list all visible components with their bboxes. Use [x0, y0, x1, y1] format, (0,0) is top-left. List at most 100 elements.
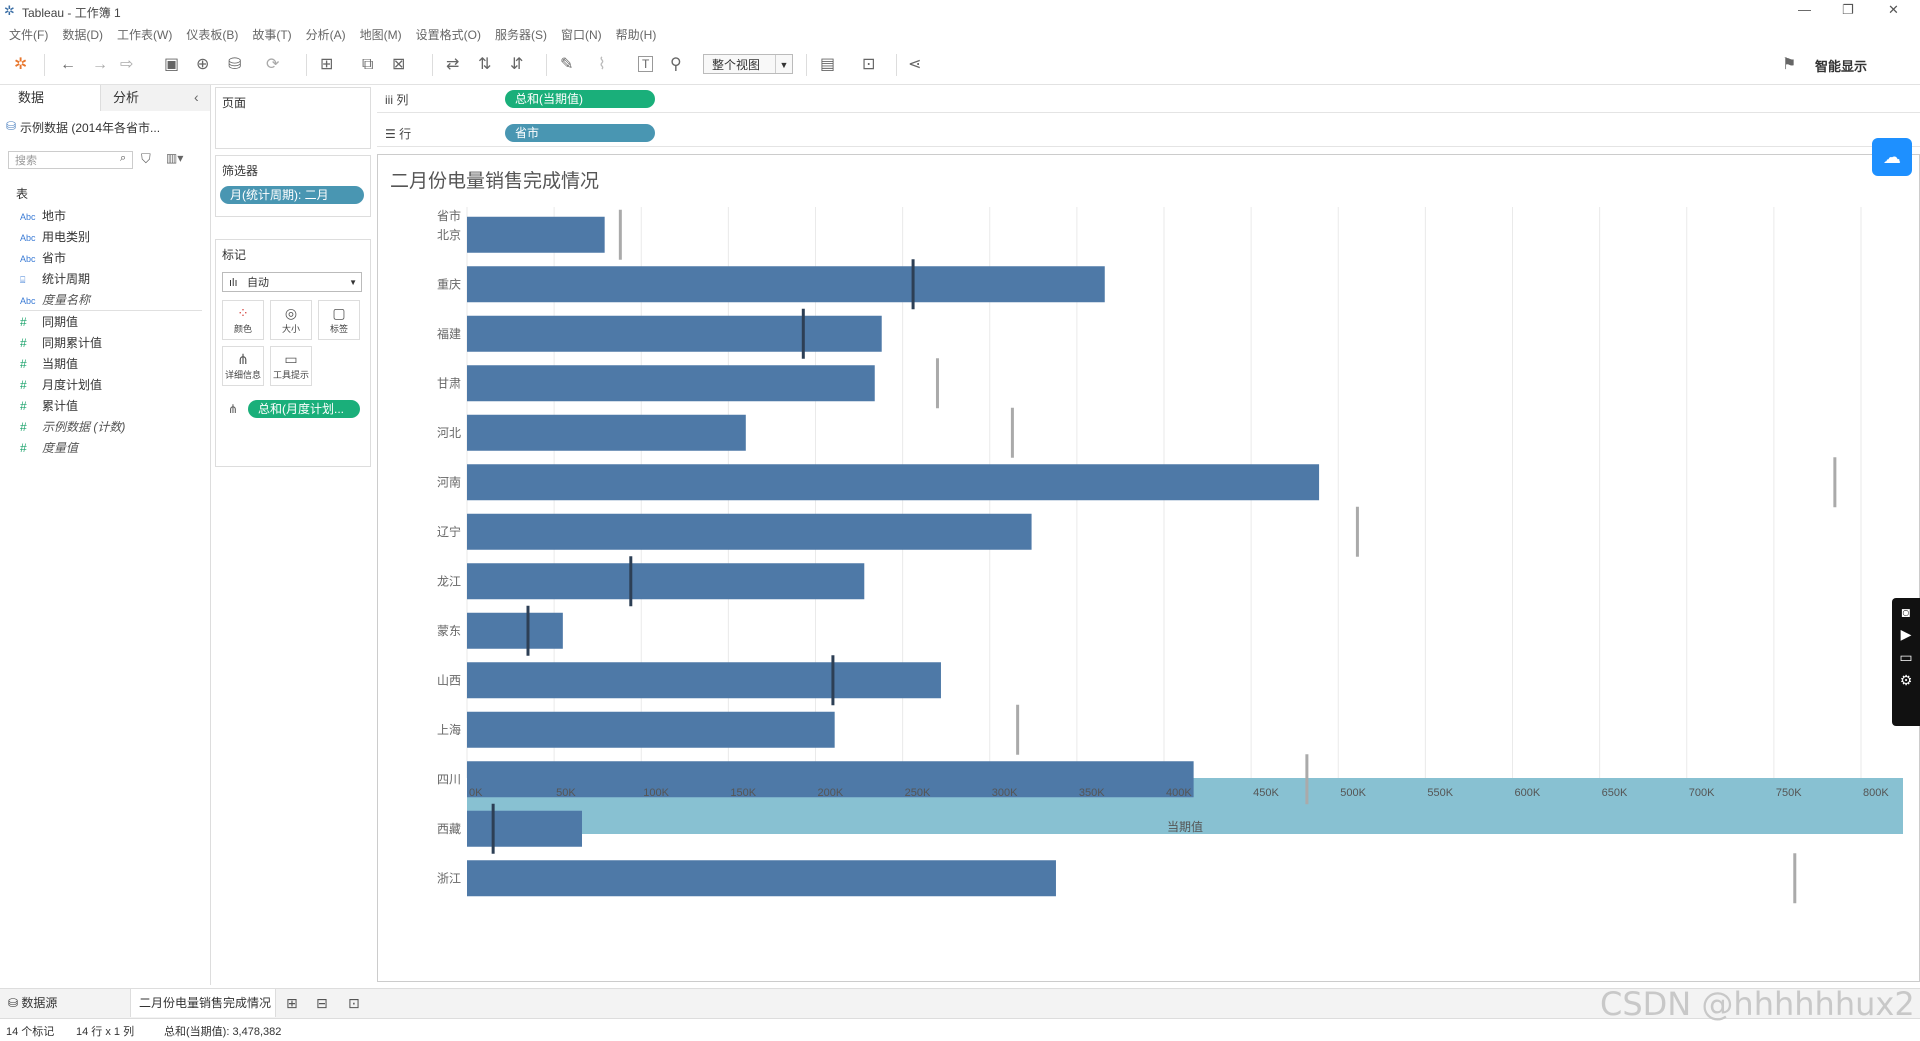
field-current-value[interactable]: # 当期值	[20, 357, 79, 371]
search-input[interactable]: 搜索	[8, 151, 133, 169]
menu-story[interactable]: 故事(T)	[252, 28, 292, 42]
detail-pill-monthly-plan[interactable]: 总和(月度计划...	[248, 400, 360, 418]
highlight-icon[interactable]: ✎	[560, 56, 574, 73]
duplicate-icon[interactable]: ⧉	[362, 56, 374, 73]
field-prev-period[interactable]: # 同期值	[20, 315, 79, 329]
string-type-icon: Abc	[20, 233, 36, 243]
view-options-icon[interactable]: ▥▾	[166, 151, 184, 165]
menu-worksheet[interactable]: 工作表(W)	[117, 28, 173, 42]
share-icon[interactable]: ⋖	[908, 56, 922, 73]
sort-asc-icon[interactable]: ⇅	[478, 56, 492, 73]
detail-button[interactable]: ⋔ 详细信息	[222, 346, 264, 386]
detail-icon: ⋔	[237, 351, 249, 367]
field-period[interactable]: ⌸ 统计周期	[20, 272, 91, 286]
smart-show-button[interactable]: 智能显示	[1815, 59, 1868, 74]
new-datasource-icon[interactable]: ⊕	[196, 56, 210, 73]
pin-icon[interactable]: ⚲	[670, 56, 682, 73]
sort-desc-icon[interactable]: ⇵	[510, 56, 524, 73]
rows-pill[interactable]: 省市	[505, 124, 655, 142]
presentation-icon[interactable]: ⊡	[862, 56, 876, 73]
label-icon[interactable]: T	[638, 56, 654, 72]
color-button[interactable]: ⁘ 颜色	[222, 300, 264, 340]
menu-window[interactable]: 窗口(N)	[560, 28, 602, 42]
bar[interactable]	[467, 414, 746, 451]
columns-shelf[interactable]: iii 列 总和(当期值)	[377, 86, 1920, 113]
bar[interactable]	[467, 315, 882, 352]
filter-pill-month[interactable]: 月(统计周期): 二月	[220, 186, 364, 204]
field-measure-names[interactable]: Abc 度量名称	[20, 293, 91, 307]
new-worksheet-icon[interactable]: ⊞	[320, 56, 334, 73]
columns-pill[interactable]: 总和(当期值)	[505, 90, 655, 108]
video-icon[interactable]: ▶	[1900, 626, 1912, 642]
tab-data[interactable]: 数据	[0, 85, 100, 111]
save-icon[interactable]: ▣	[164, 56, 180, 73]
clip-icon[interactable]: ⌇	[598, 56, 606, 73]
restore-icon[interactable]: ❐	[1842, 2, 1854, 17]
cloud-icon[interactable]: ☁	[1872, 138, 1912, 176]
menu-map[interactable]: 地图(M)	[359, 28, 402, 42]
bar[interactable]	[467, 563, 865, 600]
bar[interactable]	[467, 365, 875, 402]
new-worksheet-icon[interactable]: ⊞	[286, 995, 298, 1011]
bar[interactable]	[467, 513, 1032, 550]
menu-file[interactable]: 文件(F)	[9, 28, 49, 42]
bar[interactable]	[467, 216, 605, 253]
tab-active-sheet[interactable]: 二月份电量销售完成情况	[130, 989, 276, 1017]
field-city[interactable]: Abc 地市	[20, 209, 67, 223]
datasource-name[interactable]: 示例数据 (2014年各省市...	[20, 121, 161, 135]
field-usage-category[interactable]: Abc 用电类别	[20, 230, 91, 244]
replay-icon[interactable]: ⇨	[120, 56, 134, 73]
field-measure-values[interactable]: # 度量值	[20, 441, 79, 455]
clear-sheet-icon[interactable]: ⊠	[392, 56, 406, 73]
size-button[interactable]: ◎ 大小	[270, 300, 312, 340]
tooltip-button[interactable]: ▭ 工具提示	[270, 346, 312, 386]
field-monthly-plan[interactable]: # 月度计划值	[20, 378, 103, 392]
window-icon[interactable]: ▭	[1899, 649, 1913, 665]
show-cards-icon[interactable]: ▤	[820, 56, 836, 73]
field-province[interactable]: Abc 省市	[20, 251, 67, 265]
field-cumulative[interactable]: # 累计值	[20, 399, 79, 413]
tab-analysis[interactable]: 分析	[100, 85, 210, 111]
menu-server[interactable]: 服务器(S)	[494, 28, 547, 42]
bar[interactable]	[467, 612, 563, 649]
filter-icon[interactable]: ⛉	[141, 151, 151, 166]
datasource-icon: ⛁	[6, 119, 17, 133]
swap-icon[interactable]: ⇄	[446, 56, 460, 73]
bar[interactable]	[467, 464, 1320, 501]
tableau-home-icon[interactable]: ✲	[14, 56, 28, 73]
datasource-icon[interactable]: ⛁	[228, 56, 242, 73]
bar[interactable]	[467, 711, 835, 748]
y-axis-label: 河南	[437, 474, 461, 489]
refresh-icon[interactable]: ⟳	[266, 56, 280, 73]
pages-card[interactable]: 页面	[215, 87, 371, 149]
rows-shelf[interactable]: ☰ 行 省市	[377, 120, 1920, 147]
menu-analysis[interactable]: 分析(A)	[305, 28, 346, 42]
redo-icon[interactable]: →	[92, 56, 108, 73]
bar[interactable]	[467, 266, 1105, 303]
field-prev-cumulative[interactable]: # 同期累计值	[20, 336, 103, 350]
label-icon: ▢	[332, 305, 346, 321]
minimize-icon[interactable]: —	[1798, 2, 1811, 17]
bar[interactable]	[467, 810, 583, 847]
new-dashboard-icon[interactable]: ⊟	[316, 995, 328, 1011]
field-record-count[interactable]: # 示例数据 (计数)	[20, 420, 126, 434]
bar[interactable]	[467, 662, 941, 699]
close-icon[interactable]: ✕	[1888, 2, 1899, 17]
undo-icon[interactable]: ←	[60, 56, 76, 73]
bar[interactable]	[467, 860, 1056, 897]
bar[interactable]	[467, 761, 1194, 798]
label-button[interactable]: ▢ 标签	[318, 300, 360, 340]
menu-help[interactable]: 帮助(H)	[615, 28, 657, 42]
mark-type-select[interactable]: ılı 自动 ▼	[222, 272, 362, 292]
camera-icon[interactable]: ◙	[1901, 604, 1911, 620]
new-story-icon[interactable]: ⊡	[348, 995, 360, 1011]
collapse-pane-icon[interactable]: ‹	[194, 89, 199, 105]
filters-card[interactable]: 筛选器 月(统计周期): 二月	[215, 155, 371, 217]
view-mode-select[interactable]: 整个视图 ▼	[703, 54, 793, 74]
menu-format[interactable]: 设置格式(O)	[415, 28, 481, 42]
gear-icon[interactable]: ⚙	[1899, 672, 1913, 688]
tab-datasource[interactable]: ⛁ 数据源	[8, 996, 58, 1010]
tooltip-pin-icon[interactable]: ⚑	[1782, 56, 1797, 73]
menu-dashboard[interactable]: 仪表板(B)	[186, 28, 239, 42]
menu-data[interactable]: 数据(D)	[62, 28, 103, 42]
